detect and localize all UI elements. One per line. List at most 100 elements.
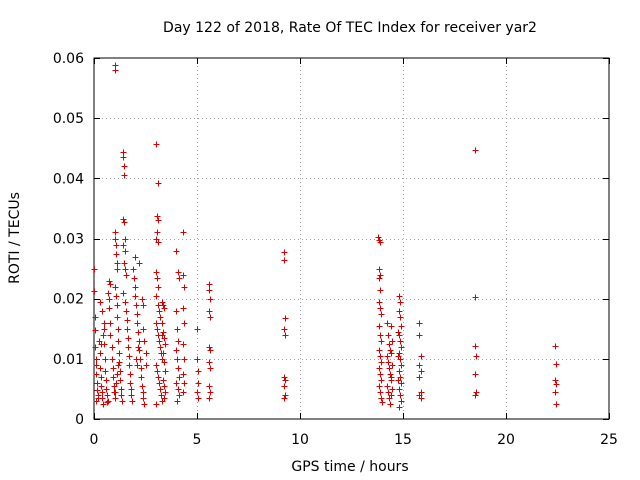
x-tick-label: 25 [600,432,618,448]
y-tick-labels: 0 0.01 0.02 0.03 0.04 0.05 0.06 [53,51,84,428]
data-point [472,147,479,154]
data-point [282,332,289,339]
data-point [141,401,148,408]
data-point [281,374,288,381]
x-tick-label: 20 [497,432,515,448]
data-point [143,350,150,357]
data-point [387,371,394,378]
data-point [376,275,383,282]
y-tick-label: 0.04 [53,171,84,187]
data-point [416,332,423,339]
data-point [132,254,139,261]
data-point [552,377,559,384]
data-point [282,377,289,384]
data-point [140,395,147,402]
data-point [156,338,163,345]
data-point [155,284,162,291]
data-point [109,356,116,363]
data-point [396,386,403,393]
data-point [139,296,146,303]
grid-lines [94,58,609,419]
data-point [180,389,187,396]
data-point [97,299,104,306]
data-point [398,344,405,351]
data-point [553,361,560,368]
data-point [173,380,180,387]
data-point [126,353,133,360]
data-point [398,323,405,330]
y-tick-label: 0.05 [53,111,84,127]
data-point [376,299,383,306]
data-point [396,293,403,300]
x-tick-label: 5 [193,432,202,448]
data-point [388,374,395,381]
data-point [128,386,135,393]
data-point [161,305,168,312]
data-point [281,395,288,402]
data-point [134,311,141,318]
data-point [100,332,107,339]
data-point [113,380,120,387]
data-point [153,362,160,369]
data-point [107,332,114,339]
data-point [115,326,122,333]
data-point [139,383,146,390]
data-point [206,281,213,288]
data-point [115,362,122,369]
data-point [103,377,110,384]
data-point [160,377,167,384]
data-point [106,305,113,312]
data-point [174,356,181,363]
data-point [138,374,145,381]
data-point [472,343,479,350]
data-point [100,401,107,408]
x-tick-label: 15 [394,432,412,448]
data-point [418,353,425,360]
data-point [112,395,119,402]
data-point [377,287,384,294]
data-point [397,338,404,345]
y-tick-label: 0 [75,412,84,428]
data-point [181,356,188,363]
data-point [158,392,165,399]
data-point [110,374,117,381]
data-point [384,383,391,390]
data-point [376,365,383,372]
data-point [206,344,213,351]
data-point [121,163,128,170]
y-axis-label: ROTI / TECUs [7,192,23,284]
data-point [154,275,161,282]
data-point [114,371,121,378]
data-point [176,374,183,381]
data-point [140,302,147,309]
data-point [176,275,183,282]
data-point [159,299,166,306]
data-point [282,392,289,399]
data-point [375,234,382,241]
data-point [389,362,396,369]
data-point [122,299,129,306]
data-point [395,353,402,360]
data-point [195,395,202,402]
data-point [153,269,160,276]
data-point [102,356,109,363]
data-point [113,242,120,249]
data-point [153,293,160,300]
data-point [176,392,183,399]
data-point [207,347,214,354]
data-point [121,172,128,179]
x-tick-label: 0 [90,432,99,448]
data-point [281,383,288,390]
data-points [91,62,560,411]
data-point [473,389,480,396]
data-point [397,314,404,321]
data-point [132,284,139,291]
data-point [133,302,140,309]
data-point [136,347,143,354]
data-point [99,395,106,402]
data-point [101,326,108,333]
data-point [195,368,202,375]
data-point [386,341,393,348]
data-point [138,365,145,372]
data-point [161,383,168,390]
